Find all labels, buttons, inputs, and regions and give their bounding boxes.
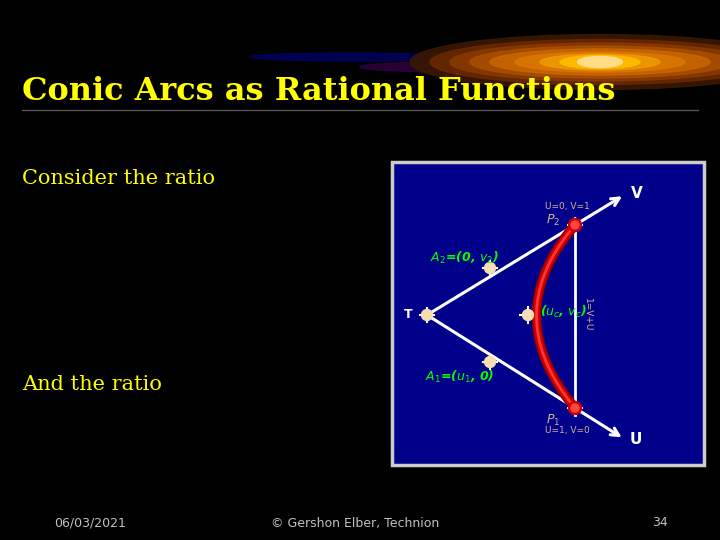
Circle shape <box>569 219 582 232</box>
Circle shape <box>485 262 495 273</box>
Ellipse shape <box>540 54 660 70</box>
Circle shape <box>571 221 579 229</box>
Text: And the ratio: And the ratio <box>22 375 162 395</box>
Ellipse shape <box>560 56 640 69</box>
Text: T: T <box>405 308 413 321</box>
Text: 06/03/2021: 06/03/2021 <box>54 516 126 530</box>
Circle shape <box>569 402 582 415</box>
Ellipse shape <box>577 57 623 68</box>
Circle shape <box>570 402 580 414</box>
Text: $A_1$=($u_1$, 0): $A_1$=($u_1$, 0) <box>425 369 495 385</box>
Circle shape <box>571 404 579 412</box>
Ellipse shape <box>450 43 720 81</box>
Ellipse shape <box>250 53 450 61</box>
Text: U=1, V=0: U=1, V=0 <box>545 426 590 435</box>
Ellipse shape <box>470 46 720 78</box>
Text: ($u_c$, $v_c$): ($u_c$, $v_c$) <box>540 304 587 320</box>
Text: © Gershon Elber, Technion: © Gershon Elber, Technion <box>271 516 439 530</box>
Circle shape <box>523 309 534 321</box>
Text: U=0, V=1: U=0, V=1 <box>545 202 590 212</box>
Text: U: U <box>630 433 642 447</box>
Ellipse shape <box>360 62 560 72</box>
Text: $P_1$: $P_1$ <box>546 413 560 428</box>
Ellipse shape <box>410 35 720 90</box>
Text: Conic Arcs as Rational Functions: Conic Arcs as Rational Functions <box>22 77 616 107</box>
Text: V: V <box>631 186 642 201</box>
Bar <box>392 162 704 465</box>
Text: $A_2$=(0, $v_2$): $A_2$=(0, $v_2$) <box>430 250 499 266</box>
Ellipse shape <box>360 63 520 71</box>
Circle shape <box>421 309 433 321</box>
Circle shape <box>485 356 495 368</box>
Text: 34: 34 <box>652 516 668 530</box>
Ellipse shape <box>430 39 720 84</box>
Circle shape <box>570 219 580 231</box>
Text: Consider the ratio: Consider the ratio <box>22 168 215 187</box>
Ellipse shape <box>515 52 685 72</box>
Text: 1=V+U: 1=V+U <box>583 298 592 332</box>
Ellipse shape <box>490 49 710 75</box>
Text: $P_2$: $P_2$ <box>546 212 560 227</box>
